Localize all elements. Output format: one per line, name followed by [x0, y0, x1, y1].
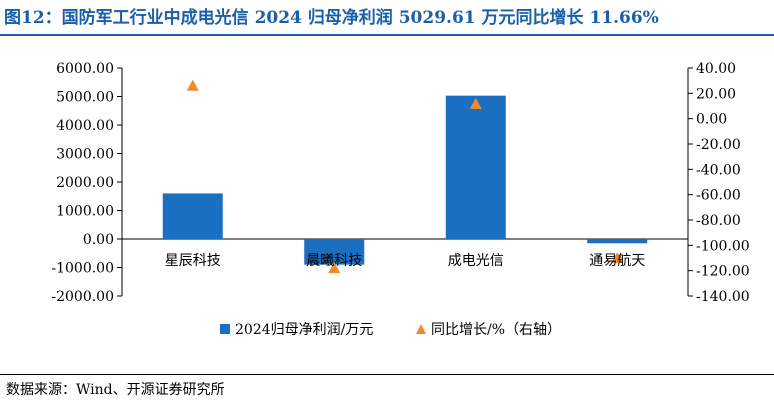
right-tick-label: -60.00	[696, 188, 741, 204]
right-tick-label: -120.00	[696, 264, 750, 280]
legend: 2024归母净利润/万元 同比增长/%（右轴）	[220, 321, 561, 338]
legend-marker-label: 同比增长/%（右轴）	[431, 322, 561, 338]
left-tick-label: -1000.00	[51, 261, 114, 277]
growth-marker	[611, 252, 624, 263]
axes: 6000.00 5000.00 4000.00 3000.00 2000.00 1000.…	[51, 61, 749, 305]
growth-marker	[328, 262, 341, 274]
left-tick-label: 2000.00	[56, 175, 114, 191]
right-tick-label: 20.00	[696, 86, 736, 102]
right-tick-label: -140.00	[696, 289, 750, 305]
category-label: 晨曦科技	[306, 253, 362, 269]
growth-marker	[469, 97, 482, 109]
right-tick-label: -80.00	[696, 213, 741, 229]
left-tick-label: 0.00	[83, 232, 114, 248]
left-tick-label: 5000.00	[56, 90, 114, 106]
right-tick-label: -20.00	[696, 137, 741, 153]
right-tick-label: -100.00	[696, 238, 750, 254]
footer-rule	[0, 374, 774, 375]
markers	[186, 79, 624, 274]
right-tick-label: -40.00	[696, 162, 741, 178]
category-labels: 星辰科技 晨曦科技 成电光信 通易航天	[165, 253, 646, 269]
left-tick-label: 1000.00	[56, 204, 114, 220]
figure-title: 图12：国防军工行业中成电光信 2024 归母净利润 5029.61 万元同比增…	[4, 8, 659, 28]
left-tick-label: 4000.00	[56, 118, 114, 134]
left-tick-label: 3000.00	[56, 147, 114, 163]
right-tick-label: 40.00	[696, 61, 736, 77]
title-rule	[0, 34, 774, 36]
category-label: 成电光信	[448, 253, 504, 269]
category-label: 通易航天	[589, 253, 645, 269]
legend-triangle-swatch	[416, 324, 426, 334]
chart: 6000.00 5000.00 4000.00 3000.00 2000.00 1000.…	[51, 61, 749, 338]
growth-marker	[186, 79, 199, 91]
legend-bar-swatch	[220, 324, 230, 334]
source-note: 数据来源：Wind、开源证券研究所	[6, 382, 225, 398]
category-label: 星辰科技	[165, 253, 221, 269]
bar	[445, 95, 506, 239]
bar	[304, 239, 365, 265]
legend-bar-label: 2024归母净利润/万元	[235, 321, 373, 338]
bars	[162, 95, 648, 265]
left-tick-label: 6000.00	[56, 61, 114, 77]
left-tick-label: -2000.00	[51, 289, 114, 305]
right-tick-label: 0.00	[696, 112, 727, 128]
bar	[162, 193, 223, 239]
bar	[587, 239, 648, 244]
